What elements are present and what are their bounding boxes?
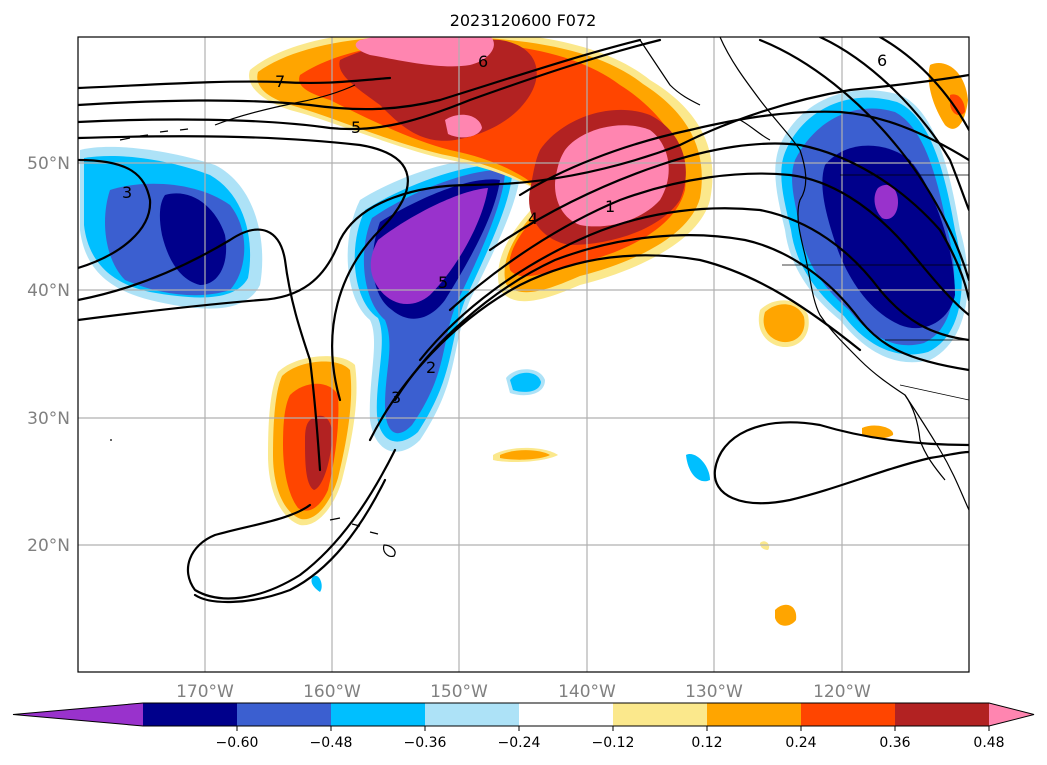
colorbar-segment [143,703,238,726]
colorbar-tick-label: 0.12 [691,735,722,751]
positive-anomaly-shading [249,37,968,626]
colorbar-segment [895,703,990,726]
colorbar-tick-label: −0.36 [404,735,447,751]
colorbar-tick-label: −0.60 [216,735,259,751]
lat-label: 20°N [27,536,70,556]
coastlines [110,37,969,557]
contour-label: 3 [391,388,401,407]
lat-label: 40°N [27,281,70,301]
lon-label: 150°W [430,682,488,702]
colorbar-segment [331,703,426,726]
height-contours [78,37,969,604]
lon-label: 140°W [558,682,616,702]
lon-label: 160°W [303,682,361,702]
map-frame [77,36,970,673]
latitude-labels: 50°N 40°N 30°N 20°N [27,154,70,556]
map-area: 7 6 5 3 1 4 5 2 3 6 [78,37,969,672]
colorbar-segment [613,703,708,726]
contour-label: 5 [438,273,448,292]
lon-label: 170°W [176,682,234,702]
contour-label: 6 [877,51,887,70]
colorbar-tick-label: −0.12 [592,735,635,751]
negative-anomaly-shading [80,90,968,592]
contour-label: 4 [528,209,538,228]
colorbar-segment [801,703,896,726]
colorbar-tick-label: 0.48 [973,735,1004,751]
map-title: 2023120600 F072 [450,11,597,30]
colorbar-tick-label: 0.36 [879,735,910,751]
colorbar-extend-high [989,703,1034,726]
contour-label: 5 [351,118,361,137]
contour-label: 7 [275,72,285,91]
contour-label: 2 [426,358,436,377]
contour-label: 1 [605,197,615,216]
colorbar-segment [237,703,332,726]
contour-labels: 7 6 5 3 1 4 5 2 3 6 [122,51,887,407]
colorbar-tick-label: 0.24 [785,735,816,751]
lat-label: 30°N [27,409,70,429]
colorbar-tick-label: −0.48 [310,735,353,751]
contour-label: 3 [122,183,132,202]
lon-label: 130°W [685,682,743,702]
colorbar-segment [519,703,614,726]
lon-label: 120°W [813,682,871,702]
contour-label: 6 [478,52,488,71]
colorbar-tick-label: −0.24 [498,735,541,751]
colorbar-segment [707,703,802,726]
longitude-labels: 170°W 160°W 150°W 140°W 130°W 120°W [176,682,871,702]
colorbar: −0.60 −0.48 −0.36 −0.24 −0.12 0.12 0.24 0.36 0.4… [12,702,1035,751]
lat-label: 50°N [27,154,70,174]
colorbar-extend-low [13,703,143,726]
colorbar-segment [425,703,520,726]
